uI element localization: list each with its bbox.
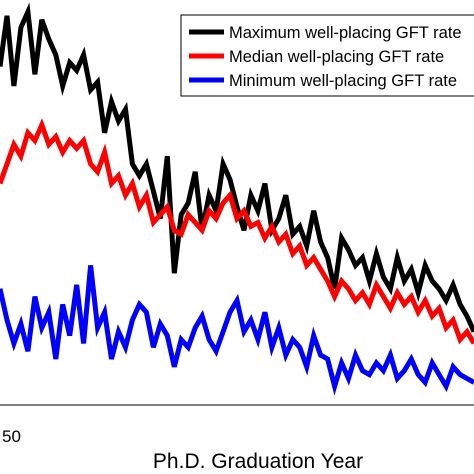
- series-line-1: [0, 2, 474, 333]
- legend-label-2: Median well-placing GFT rate: [229, 48, 444, 66]
- series-line-2: [0, 118, 474, 345]
- x-tick-layer: 50: [2, 427, 21, 446]
- x-axis-title: Ph.D. Graduation Year: [153, 450, 363, 473]
- series-line-3: [0, 265, 474, 396]
- legend-label-3: Minimum well-placing GFT rate: [229, 72, 457, 90]
- legend-label-1: Maximum well-placing GFT rate: [229, 24, 462, 42]
- legend: Maximum well-placing GFT rate Median well…: [180, 14, 474, 97]
- series-layer: [0, 2, 474, 396]
- legend-box: [180, 14, 474, 97]
- x-tick-label: 50: [2, 427, 21, 446]
